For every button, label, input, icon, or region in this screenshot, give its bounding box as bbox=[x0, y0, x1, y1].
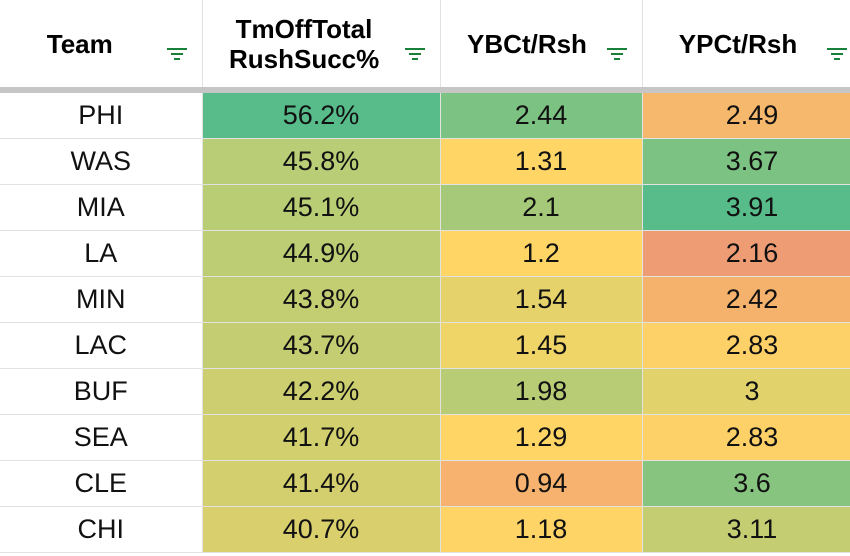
column-header-label: TmOffTotal RushSucc% bbox=[229, 13, 380, 74]
ypc-cell[interactable]: 2.16 bbox=[642, 230, 850, 277]
header-row: Team TmOffTotal RushSucc% YBCt/Rsh YPCt/Rsh bbox=[0, 0, 850, 93]
table-row: WAS 45.8% 1.31 3.67 bbox=[0, 138, 850, 185]
team-cell[interactable]: BUF bbox=[0, 368, 203, 415]
ypc-cell[interactable]: 2.83 bbox=[642, 322, 850, 369]
column-header-label: Team bbox=[46, 28, 113, 59]
ybc-cell[interactable]: 1.2 bbox=[440, 230, 643, 277]
ybc-cell[interactable]: 1.54 bbox=[440, 276, 643, 323]
column-header-label: YPCt/Rsh bbox=[678, 28, 798, 59]
filter-icon[interactable] bbox=[826, 37, 848, 60]
table-row: CLE 41.4% 0.94 3.6 bbox=[0, 460, 850, 507]
team-cell[interactable]: MIN bbox=[0, 276, 203, 323]
ypc-cell[interactable]: 3.91 bbox=[642, 184, 850, 231]
team-cell[interactable]: CLE bbox=[0, 460, 203, 507]
team-cell[interactable]: LA bbox=[0, 230, 203, 277]
team-cell[interactable]: SEA bbox=[0, 414, 203, 461]
table-row: LA 44.9% 1.2 2.16 bbox=[0, 230, 850, 277]
table-row: MIN 43.8% 1.54 2.42 bbox=[0, 276, 850, 323]
ybc-cell[interactable]: 1.31 bbox=[440, 138, 643, 185]
table-row: SEA 41.7% 1.29 2.83 bbox=[0, 414, 850, 461]
succ-cell[interactable]: 45.8% bbox=[202, 138, 441, 185]
succ-cell[interactable]: 44.9% bbox=[202, 230, 441, 277]
succ-cell[interactable]: 56.2% bbox=[202, 90, 441, 139]
ypc-cell[interactable]: 2.49 bbox=[642, 90, 850, 139]
table-body: PHI 56.2% 2.44 2.49 WAS 45.8% 1.31 3.67 MIA 45.1%… bbox=[0, 90, 850, 553]
ybc-cell[interactable]: 2.1 bbox=[440, 184, 643, 231]
team-cell[interactable]: CHI bbox=[0, 506, 203, 553]
filter-icon[interactable] bbox=[404, 37, 426, 60]
col-header-ypc[interactable]: YPCt/Rsh bbox=[642, 0, 850, 93]
ypc-cell[interactable]: 2.42 bbox=[642, 276, 850, 323]
ypc-cell[interactable]: 3.11 bbox=[642, 506, 850, 553]
table-row: BUF 42.2% 1.98 3 bbox=[0, 368, 850, 415]
team-cell[interactable]: MIA bbox=[0, 184, 203, 231]
ybc-cell[interactable]: 2.44 bbox=[440, 90, 643, 139]
table-row: PHI 56.2% 2.44 2.49 bbox=[0, 90, 850, 139]
ybc-cell[interactable]: 1.29 bbox=[440, 414, 643, 461]
table-row: CHI 40.7% 1.18 3.11 bbox=[0, 506, 850, 553]
ypc-cell[interactable]: 3.67 bbox=[642, 138, 850, 185]
ybc-cell[interactable]: 1.98 bbox=[440, 368, 643, 415]
col-header-team[interactable]: Team bbox=[0, 0, 203, 93]
succ-cell[interactable]: 41.7% bbox=[202, 414, 441, 461]
ybc-cell[interactable]: 0.94 bbox=[440, 460, 643, 507]
table-row: MIA 45.1% 2.1 3.91 bbox=[0, 184, 850, 231]
filter-icon[interactable] bbox=[166, 37, 188, 60]
filter-icon[interactable] bbox=[606, 37, 628, 60]
column-header-label: YBCt/Rsh bbox=[467, 28, 587, 59]
ybc-cell[interactable]: 1.45 bbox=[440, 322, 643, 369]
ybc-cell[interactable]: 1.18 bbox=[440, 506, 643, 553]
team-cell[interactable]: PHI bbox=[0, 90, 203, 139]
ypc-cell[interactable]: 3.6 bbox=[642, 460, 850, 507]
succ-cell[interactable]: 43.8% bbox=[202, 276, 441, 323]
table-row: LAC 43.7% 1.45 2.83 bbox=[0, 322, 850, 369]
team-cell[interactable]: LAC bbox=[0, 322, 203, 369]
succ-cell[interactable]: 45.1% bbox=[202, 184, 441, 231]
col-header-rush-succ[interactable]: TmOffTotal RushSucc% bbox=[202, 0, 441, 93]
succ-cell[interactable]: 41.4% bbox=[202, 460, 441, 507]
ypc-cell[interactable]: 2.83 bbox=[642, 414, 850, 461]
col-header-ybc[interactable]: YBCt/Rsh bbox=[440, 0, 643, 93]
team-cell[interactable]: WAS bbox=[0, 138, 203, 185]
ypc-cell[interactable]: 3 bbox=[642, 368, 850, 415]
succ-cell[interactable]: 40.7% bbox=[202, 506, 441, 553]
succ-cell[interactable]: 43.7% bbox=[202, 322, 441, 369]
succ-cell[interactable]: 42.2% bbox=[202, 368, 441, 415]
